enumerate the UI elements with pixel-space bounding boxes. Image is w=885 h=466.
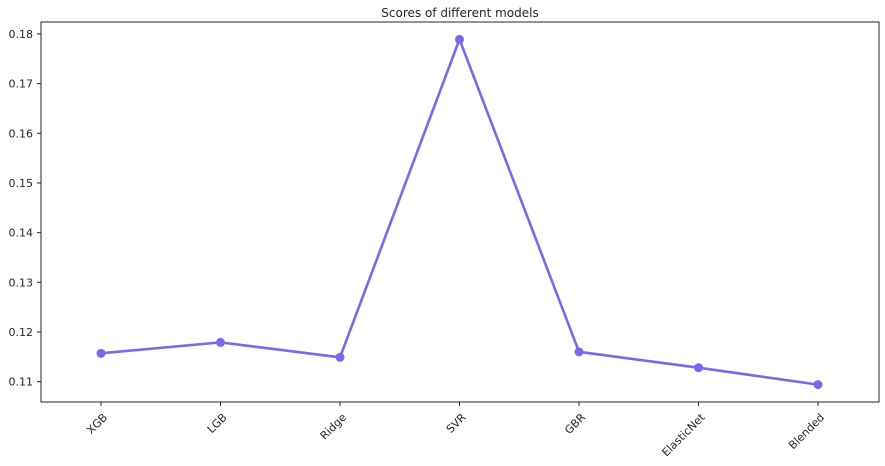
x-tick-label: XGB [84,411,110,437]
chart-title: Scores of different models [381,6,538,20]
x-axis: XGB LGB Ridge SVR GBR ElasticNet Blended [84,402,827,459]
series-line [100,38,819,386]
x-tick-label: GBR [562,411,588,437]
x-tick-label: Ridge [318,411,350,443]
y-tick-label: 0.17 [9,78,34,91]
y-tick-label: 0.18 [9,28,34,41]
y-tick-label: 0.13 [9,276,34,289]
x-tick-label: ElasticNet [659,410,708,459]
y-tick-label: 0.12 [9,326,34,339]
data-point [96,348,106,358]
y-tick-label: 0.15 [9,177,34,190]
series-markers [96,34,823,390]
y-axis: 0.11 0.12 0.13 0.14 0.15 0.16 0.17 0.18 [9,28,41,389]
x-tick-label: Blended [786,411,827,452]
data-point [335,352,345,362]
y-tick-label: 0.14 [9,227,34,240]
data-point [813,380,823,390]
y-tick-label: 0.11 [9,376,34,389]
x-tick-label: LGB [205,411,230,436]
y-tick-label: 0.16 [9,127,34,140]
data-point [694,363,703,373]
data-point [216,337,225,347]
data-point [455,34,464,44]
plot-frame [40,21,880,403]
data-point [574,347,584,357]
x-tick-label: SVR [444,411,469,436]
